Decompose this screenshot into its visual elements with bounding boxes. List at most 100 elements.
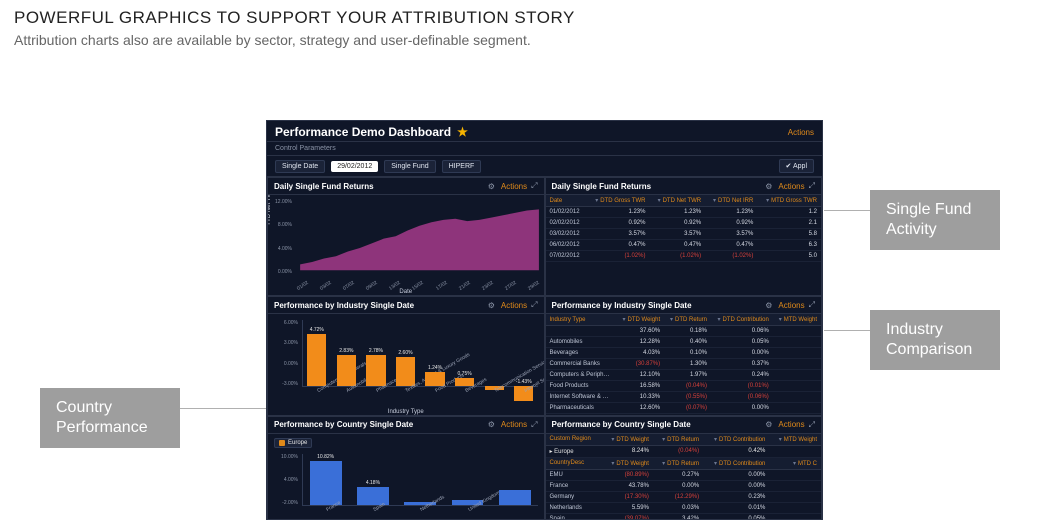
table-row[interactable]: EMU(80.89%)0.27%0.00%: [546, 469, 822, 480]
table-row[interactable]: 37.60%0.18%0.06%: [546, 326, 822, 337]
bar: United Kingdom: [445, 454, 490, 505]
panel-country-table: Performance by Country Single Date ⚙ Act…: [545, 416, 823, 520]
annot-line: [824, 330, 870, 331]
panel-industry-table: Performance by Industry Single Date ⚙ Ac…: [545, 296, 823, 415]
panel-actions-link[interactable]: Actions: [501, 301, 527, 310]
table-row[interactable]: France43.78%0.00%0.00%: [546, 480, 822, 491]
bar: 4.72% Computers & Peripherals: [303, 320, 331, 385]
column-header[interactable]: ▾DTD Return: [664, 314, 711, 326]
bar: 2.78% Pharmaceuticals: [362, 320, 390, 385]
table-row[interactable]: Commercial Banks(30.87%)1.30%0.37%: [546, 359, 822, 370]
column-header[interactable]: Custom Region: [546, 434, 603, 446]
x-axis-title: Date: [399, 289, 412, 295]
expand-icon[interactable]: ⤢: [531, 300, 537, 310]
y-axis-title: YTD Contribution: [268, 314, 270, 341]
column-header[interactable]: ▾DTD Weight: [617, 314, 664, 326]
panel-actions-link[interactable]: Actions: [778, 420, 804, 429]
panel-actions-link[interactable]: Actions: [501, 182, 527, 191]
table-row[interactable]: Beverages4.03%0.10%0.00%: [546, 348, 822, 359]
region-chip[interactable]: Europe: [274, 438, 312, 448]
table-row[interactable]: Germany(17.30%)(12.29%)0.23%: [546, 491, 822, 502]
industry-table: Industry Type▾DTD Weight▾DTD Return▾DTD …: [546, 314, 822, 414]
column-header[interactable]: ▾DTD Weight: [602, 434, 653, 446]
table-row[interactable]: Internet Software & …10.33%(0.55%)(0.06%…: [546, 392, 822, 403]
single-fund-pill[interactable]: Single Fund: [384, 160, 435, 173]
annot-line: [180, 408, 266, 409]
panel-title: Performance by Country Single Date: [552, 420, 691, 429]
bar: 0.75% Beverages: [451, 320, 479, 385]
area-chart: [268, 195, 544, 295]
table-row[interactable]: Spain(39.07%)3.42%0.05%: [546, 513, 822, 520]
gear-icon[interactable]: ⚙: [765, 182, 772, 191]
column-header[interactable]: ▾MTD Gross TWR: [757, 195, 821, 207]
column-header[interactable]: ▾MTD Weight: [773, 314, 821, 326]
bar: Netherlands: [398, 454, 443, 505]
returns-table: Date▾DTD Gross TWR▾DTD Net TWR▾DTD Net I…: [546, 195, 822, 262]
table-row[interactable]: Computers & Periph…12.10%1.97%0.24%: [546, 370, 822, 381]
column-header[interactable]: ▾DTD Contribution: [703, 457, 769, 469]
panel-title: Daily Single Fund Returns: [274, 182, 374, 191]
column-header[interactable]: ▾DTD Contribution: [703, 434, 769, 446]
table-row[interactable]: 06/02/20120.47%0.47%0.47%6.3: [546, 240, 822, 251]
column-header[interactable]: ▾MTD Weight: [769, 434, 821, 446]
bar: 2.83% Automobiles: [333, 320, 361, 385]
table-row[interactable]: 02/02/20120.92%0.92%0.92%2.1: [546, 218, 822, 229]
column-header[interactable]: ▾DTD Weight: [602, 457, 653, 469]
page-headline: POWERFUL GRAPHICS TO SUPPORT YOUR ATTRIB…: [0, 0, 1043, 28]
table-row[interactable]: Food Products16.58%(0.04%)(0.01%): [546, 381, 822, 392]
table-row[interactable]: Automobiles12.28%0.40%0.05%: [546, 337, 822, 348]
panel-actions-link[interactable]: Actions: [501, 420, 527, 429]
table-row[interactable]: Pharmaceuticals12.60%(0.07%)0.00%: [546, 403, 822, 414]
industry-bar-chart: 4.72% Computers & Peripherals 2.83% Auto…: [303, 320, 538, 385]
dashboard-title: Performance Demo Dashboard: [275, 125, 451, 139]
column-header[interactable]: ▾MTD C: [769, 457, 821, 469]
column-header[interactable]: ▾DTD Net TWR: [649, 195, 705, 207]
annot-single-fund: Single Fund Activity: [870, 190, 1000, 250]
panel-area-chart: Daily Single Fund Returns ⚙ Actions ⤢ 12…: [267, 177, 545, 296]
column-header[interactable]: Date: [546, 195, 587, 207]
y-axis-title: YTD Net TWR: [268, 195, 272, 226]
dashboard-actions-link[interactable]: Actions: [788, 128, 814, 137]
expand-icon[interactable]: ⤢: [809, 181, 815, 191]
column-header[interactable]: ▾DTD Gross TWR: [587, 195, 650, 207]
apply-button[interactable]: ✔ Appl: [779, 159, 814, 173]
column-header[interactable]: ▾DTD Contribution: [711, 314, 773, 326]
gear-icon[interactable]: ⚙: [765, 301, 772, 310]
table-row[interactable]: 03/02/20123.57%3.57%3.57%5.8: [546, 229, 822, 240]
expand-icon[interactable]: ⤢: [809, 420, 815, 430]
bar: [492, 454, 537, 505]
table-row[interactable]: Netherlands5.59%0.03%0.01%: [546, 502, 822, 513]
star-icon[interactable]: ★: [457, 125, 468, 139]
table-row[interactable]: 07/02/2012(1.02%)(1.02%)(1.02%)5.0: [546, 251, 822, 262]
panel-actions-link[interactable]: Actions: [778, 182, 804, 191]
control-row: Control Parameters: [267, 142, 822, 156]
hiperf-pill[interactable]: HIPERF: [442, 160, 482, 173]
group-row[interactable]: ▸ Europe8.24%(0.04%)0.42%: [546, 445, 822, 457]
column-header[interactable]: Industry Type: [546, 314, 617, 326]
page-subhead: Attribution charts also are available by…: [0, 28, 1043, 48]
date-input[interactable]: 29/02/2012: [331, 161, 378, 172]
table-row[interactable]: 01/02/20121.23%1.23%1.23%1.2: [546, 207, 822, 218]
gear-icon[interactable]: ⚙: [488, 182, 495, 191]
expand-icon[interactable]: ⤢: [531, 181, 537, 191]
annot-country: Country Performance: [40, 388, 180, 448]
gear-icon[interactable]: ⚙: [488, 420, 495, 429]
panel-industry-bar: Performance by Industry Single Date ⚙ Ac…: [267, 296, 545, 415]
column-header[interactable]: ▾DTD Return: [653, 434, 703, 446]
column-header[interactable]: CountryDesc: [546, 457, 603, 469]
single-date-pill[interactable]: Single Date: [275, 160, 325, 173]
bar: 2.60% Textiles, Apparel & Luxury Goods: [392, 320, 420, 385]
gear-icon[interactable]: ⚙: [488, 301, 495, 310]
panel-title: Performance by Country Single Date: [274, 420, 413, 429]
expand-icon[interactable]: ⤢: [531, 420, 537, 430]
column-header[interactable]: ▾DTD Return: [653, 457, 703, 469]
dashboard-titlebar: Performance Demo Dashboard ★ Actions: [267, 121, 822, 142]
bar: 1.24% Food Products: [421, 320, 449, 385]
x-axis-title: Industry Type: [388, 409, 424, 415]
column-header[interactable]: ▾DTD Net IRR: [705, 195, 757, 207]
country-bar-chart: 10.82% France 4.18% Spain Netherlands Un…: [303, 454, 538, 505]
table-row[interactable]: Textiles, Apparel & L…11.50%(0.25%)(0.03…: [546, 414, 822, 415]
expand-icon[interactable]: ⤢: [809, 300, 815, 310]
panel-actions-link[interactable]: Actions: [778, 301, 804, 310]
gear-icon[interactable]: ⚙: [765, 420, 772, 429]
